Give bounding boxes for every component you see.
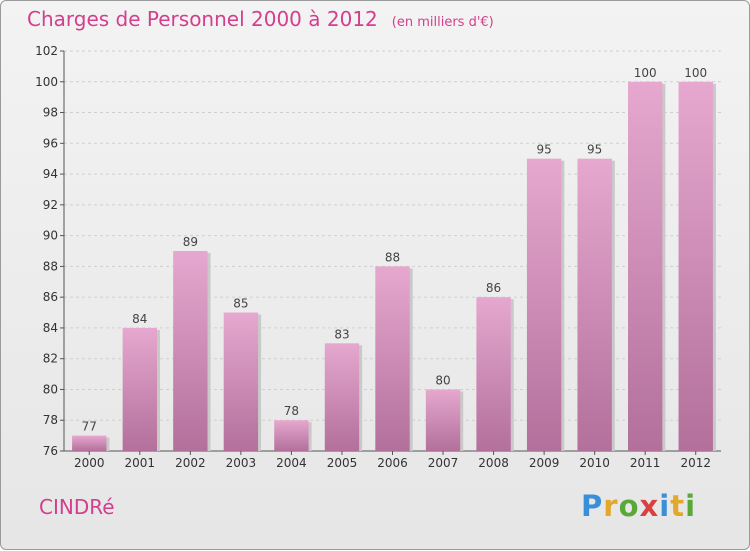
bar-value-label: 85 xyxy=(233,297,248,311)
logo-letter: P xyxy=(581,489,604,523)
y-tick-label: 100 xyxy=(35,75,58,89)
x-tick-label: 2008 xyxy=(478,456,509,470)
bar xyxy=(628,81,663,452)
x-tick-labels: 2000 2001 2002 2003 2004 2005 2006 2007 2008 2009… xyxy=(74,456,711,470)
bar xyxy=(223,312,259,451)
x-tick-label: 2006 xyxy=(377,456,408,470)
bars xyxy=(72,81,716,452)
y-tick-label: 86 xyxy=(43,290,58,304)
bar xyxy=(375,266,410,451)
bar xyxy=(72,435,107,451)
x-tick-label: 2007 xyxy=(428,456,459,470)
x-tick-label: 2005 xyxy=(327,456,358,470)
logo-letter: o xyxy=(618,489,640,523)
y-tick-label: 102 xyxy=(35,44,58,58)
x-tick-label: 2010 xyxy=(579,456,610,470)
bar xyxy=(476,297,511,451)
bar xyxy=(526,158,562,451)
x-tick-label: 2011 xyxy=(630,456,661,470)
y-tick-label: 96 xyxy=(43,136,58,150)
value-labels: 77 84 89 85 78 83 88 80 86 95 95 100 100 xyxy=(82,66,708,434)
title-row: Charges de Personnel 2000 à 2012 (en mill… xyxy=(27,7,494,31)
logo-letter: r xyxy=(603,489,619,523)
bar-value-label: 83 xyxy=(334,327,349,341)
y-tick-label: 82 xyxy=(43,352,58,366)
bar-value-label: 78 xyxy=(284,404,299,418)
bar xyxy=(577,158,612,451)
chart-title: Charges de Personnel 2000 à 2012 xyxy=(27,7,378,31)
y-tick-labels: 76 78 80 82 84 86 88 90 92 94 96 98 100 102 xyxy=(35,44,58,458)
y-tick-label: 90 xyxy=(43,229,58,243)
bar-value-label: 77 xyxy=(82,420,97,434)
bar xyxy=(678,81,713,452)
bar-value-label: 100 xyxy=(634,66,657,80)
y-tick-label: 94 xyxy=(43,167,58,181)
chart-subtitle: (en milliers d'€) xyxy=(391,15,494,30)
bar xyxy=(173,251,208,451)
y-tick-label: 88 xyxy=(43,259,58,273)
x-tick-label: 2009 xyxy=(529,456,560,470)
logo-letter: i xyxy=(685,489,697,523)
commune-name: CINDRé xyxy=(39,495,115,519)
y-tick-label: 80 xyxy=(43,382,58,396)
x-tick-label: 2000 xyxy=(74,456,105,470)
logo-letter: x xyxy=(639,489,660,523)
bar xyxy=(324,343,360,451)
bar-value-label: 95 xyxy=(587,143,602,157)
proxiti-logo[interactable]: Proxiti xyxy=(581,489,696,523)
y-tick-label: 84 xyxy=(43,321,58,335)
x-tick-label: 2002 xyxy=(175,456,206,470)
bar-value-label: 89 xyxy=(183,235,198,249)
bar xyxy=(425,389,461,451)
x-tick-label: 2004 xyxy=(276,456,307,470)
bar-value-label: 80 xyxy=(435,373,450,387)
y-tick-label: 78 xyxy=(43,413,58,427)
bar-value-label: 100 xyxy=(684,66,707,80)
bar-value-label: 84 xyxy=(132,312,147,326)
x-tick-label: 2003 xyxy=(226,456,257,470)
x-tick-label: 2012 xyxy=(680,456,711,470)
y-tick-label: 92 xyxy=(43,198,58,212)
bar-value-label: 88 xyxy=(385,250,400,264)
logo-letter: t xyxy=(670,489,686,523)
bar xyxy=(274,420,309,451)
bar-value-label: 86 xyxy=(486,281,501,295)
x-tick-label: 2001 xyxy=(125,456,156,470)
bar-value-label: 95 xyxy=(536,143,551,157)
y-tick-label: 98 xyxy=(43,106,58,120)
bar xyxy=(122,327,157,451)
y-tick-label: 76 xyxy=(43,444,58,458)
logo-letter: i xyxy=(659,489,671,523)
